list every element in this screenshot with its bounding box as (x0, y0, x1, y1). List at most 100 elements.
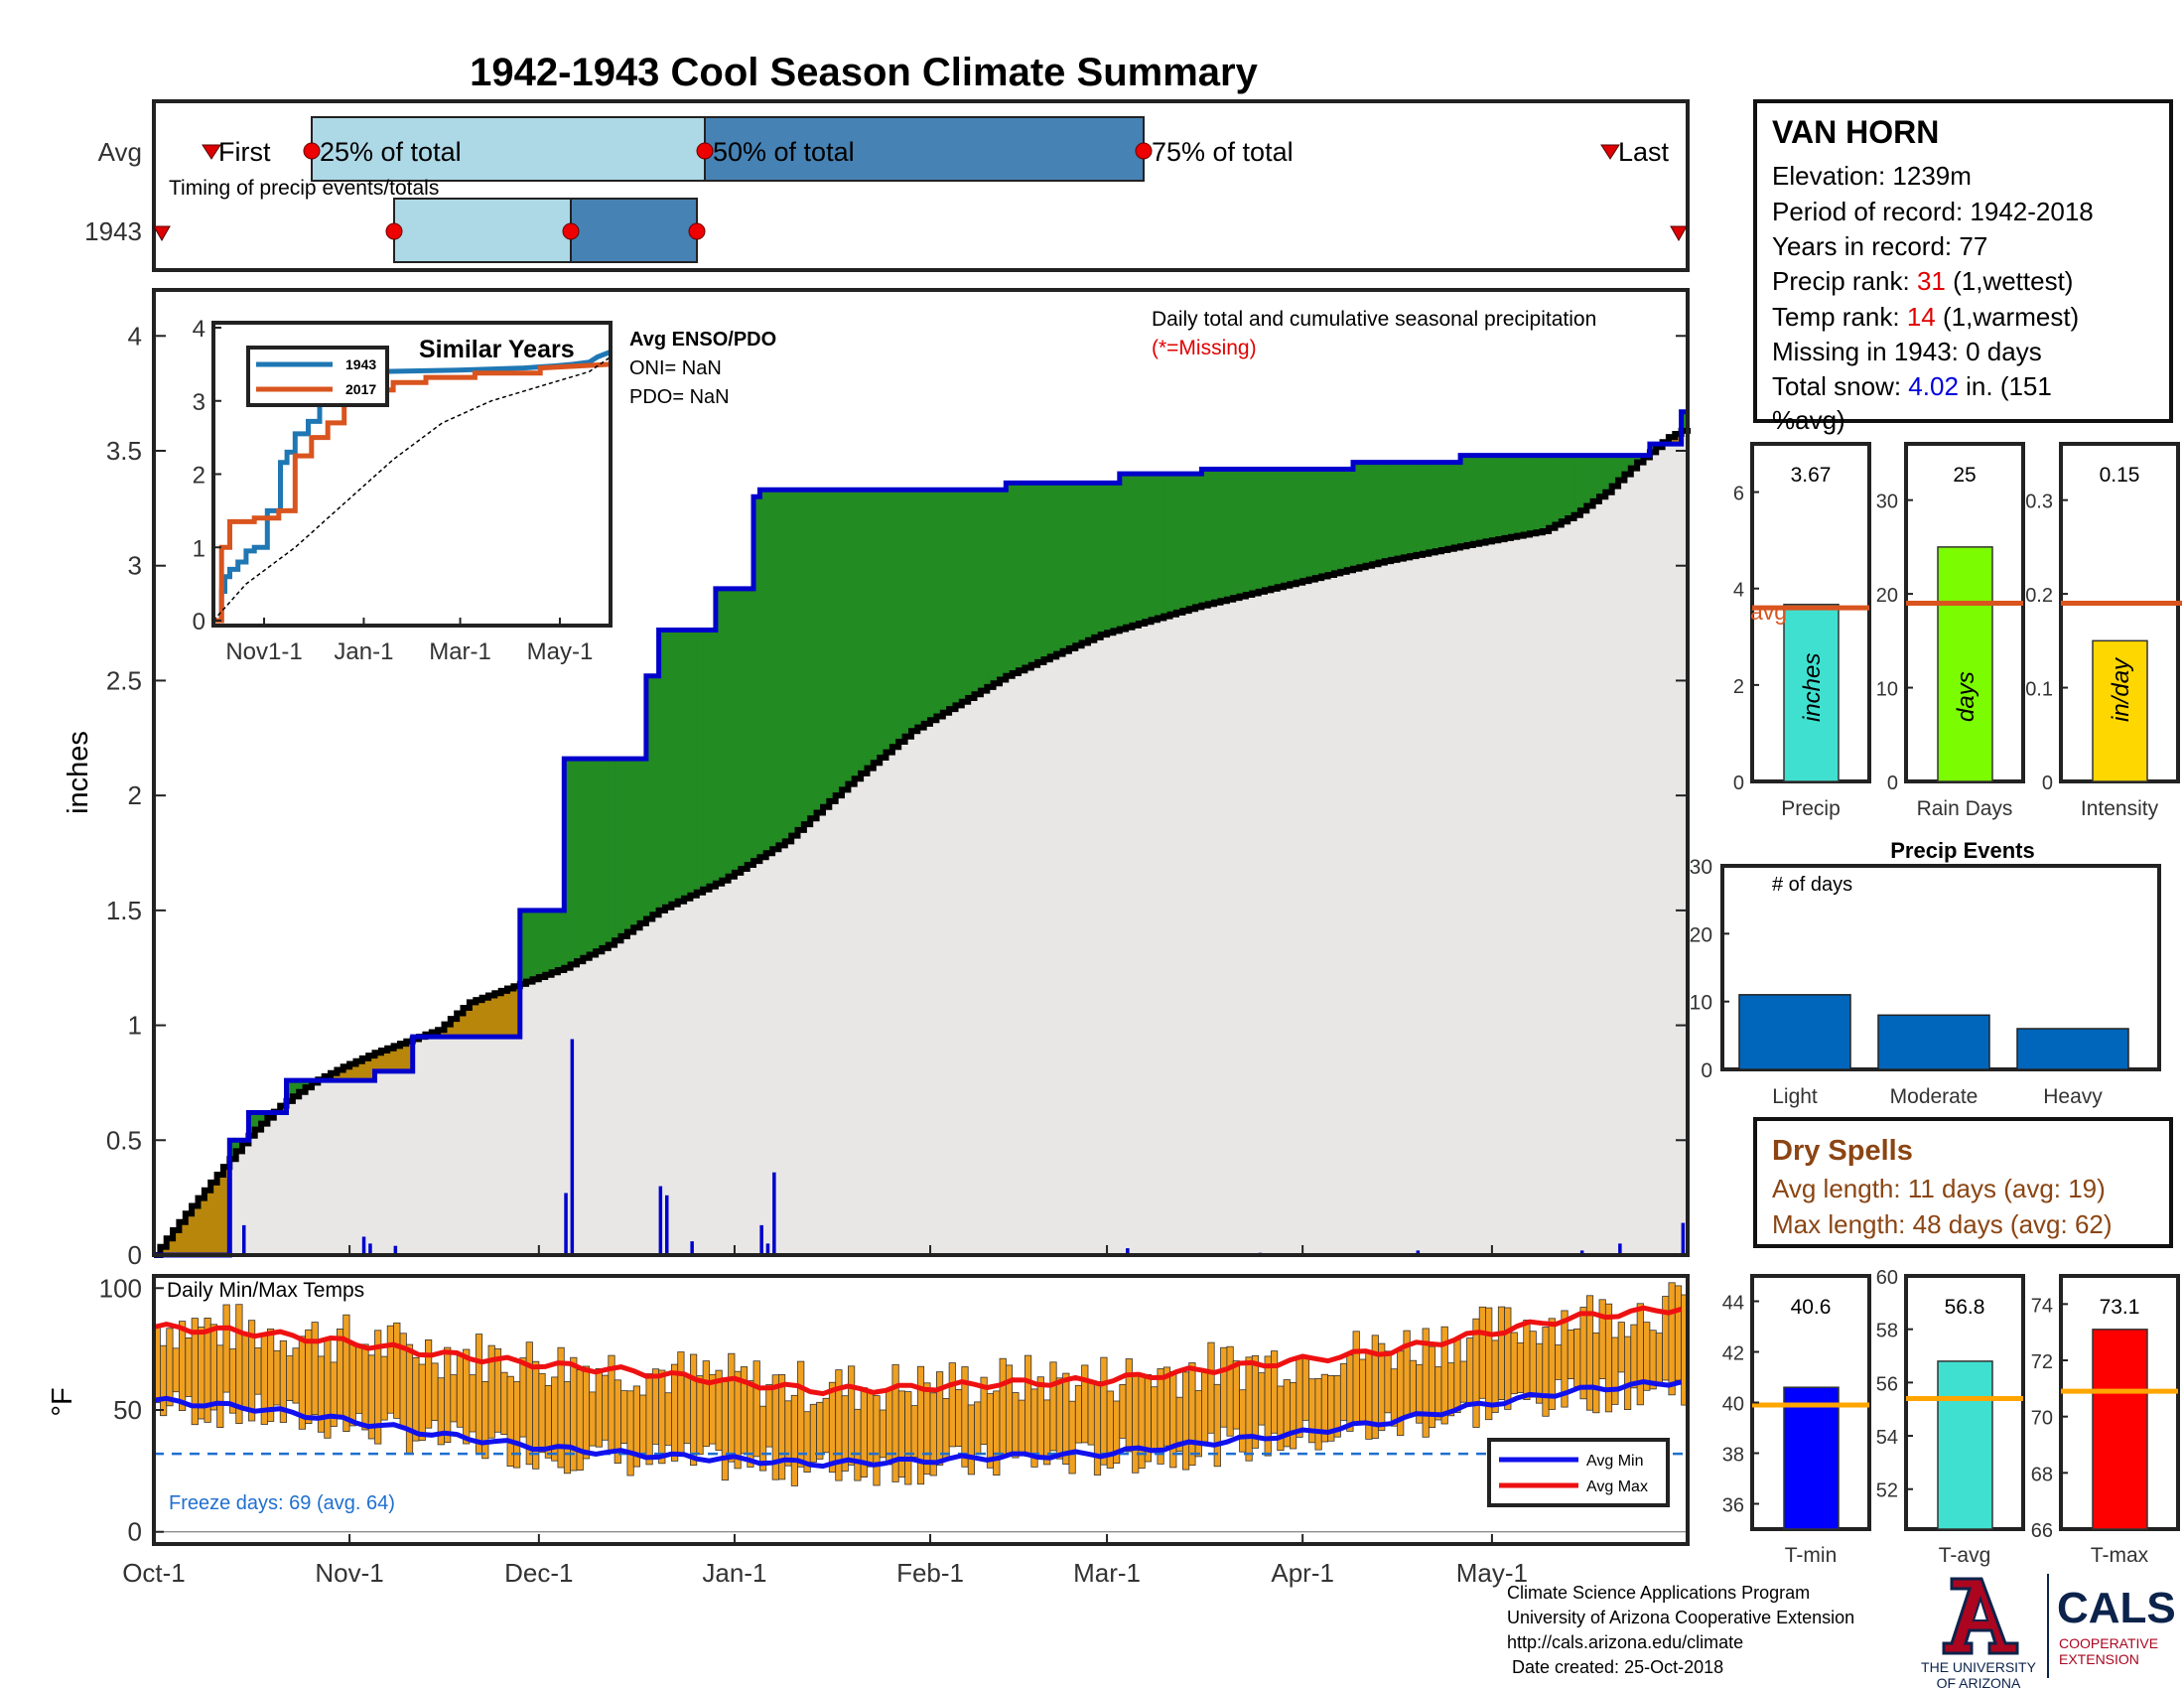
daily-temp-bar (828, 1381, 837, 1474)
legend-1943-label: 1943 (345, 356, 376, 372)
month-label: May-1 (1456, 1558, 1528, 1588)
daily-temp-bar (1093, 1381, 1102, 1476)
daily-temp-bar (1352, 1331, 1360, 1425)
similar-years-inset: 0 1 2 3 4 Nov1-1 Jan-1 Mar-1 May-1 Similar Years… (193, 316, 613, 665)
departure-segment (614, 759, 622, 941)
departure-segment (1334, 469, 1341, 574)
1943-last-marker-icon (1670, 225, 1688, 242)
daily-temp-bar (1573, 1328, 1581, 1387)
departure-segment (1157, 474, 1164, 619)
dry-spells-title: Dry Spells (1772, 1135, 1913, 1167)
departure-segment (1586, 455, 1594, 506)
1943-first-marker-icon (153, 225, 171, 242)
daily-precip-bar (1126, 1248, 1130, 1255)
daily-temp-bar (1459, 1360, 1467, 1403)
departure-segment (1113, 483, 1121, 632)
departure-segment (1308, 469, 1316, 580)
daily-precip-bar (564, 1193, 568, 1255)
departure-segment (1434, 462, 1442, 552)
events-caption: # of days (1772, 874, 1852, 896)
departure-segment (765, 490, 773, 854)
station-period: Period of record: 1942-2018 (1772, 197, 2094, 226)
departure-segment (1006, 483, 1014, 676)
total-snow-pct: %avg) (1772, 405, 1845, 435)
daily-temp-bar (1346, 1354, 1354, 1432)
departure-segment (810, 490, 818, 819)
summary-y-tick-label: 0 (1887, 773, 1898, 794)
departure-segment (457, 1013, 465, 1038)
daily-temp-bar (904, 1391, 912, 1485)
departure-segment (1568, 455, 1575, 518)
missing-note: (*=Missing) (1152, 337, 1257, 359)
daily-temp-bar (1617, 1322, 1625, 1373)
departure-segment (488, 995, 495, 1038)
daily-temp-bar (955, 1389, 963, 1447)
departure-segment (1314, 469, 1322, 578)
departure-segment (722, 588, 730, 881)
daily-temp-bar (1592, 1333, 1600, 1414)
daily-temp-bar (626, 1390, 634, 1477)
daily-temp-bar (273, 1349, 281, 1406)
dry-spells-box: Dry Spells Avg length: 11 days (avg: 19)… (1753, 1117, 2173, 1248)
departure-segment (1592, 455, 1600, 501)
daily-temp-bar (690, 1353, 698, 1467)
daily-temp-bar (1567, 1330, 1574, 1380)
daily-temp-bar (677, 1351, 685, 1456)
total-snow: Total snow: 4.02 in. (151 (1772, 371, 2052, 401)
departure-segment (393, 1046, 401, 1071)
departure-segment (1119, 474, 1127, 630)
daily-temp-bar (305, 1329, 313, 1425)
departure-segment (923, 490, 931, 724)
daily-temp-bar (342, 1314, 350, 1432)
daily-temp-bar (1012, 1392, 1020, 1459)
daily-temp-bar (1220, 1346, 1228, 1428)
daily-temp-bar (393, 1322, 401, 1419)
departure-segment (803, 490, 811, 824)
summary-bar-chart-0: 3.67 Precip inches avg 0 2 4 6 (1733, 442, 1871, 820)
departure-segment (1498, 455, 1506, 540)
departure-segment (1536, 455, 1544, 533)
departure-segment (1485, 455, 1493, 542)
departure-segment (1561, 455, 1569, 522)
daily-temp-bar (1074, 1384, 1083, 1444)
departure-segment (784, 490, 792, 842)
footer-line-4: Date created: 25-Oct-2018 (1507, 1657, 1723, 1677)
departure-segment (1410, 462, 1418, 557)
departure-segment (1384, 462, 1392, 562)
1943-25pct-marker (385, 222, 403, 240)
departure-segment (880, 490, 887, 758)
departure-segment (476, 1000, 483, 1038)
daily-temp-bar (456, 1355, 465, 1428)
departure-segment (342, 1066, 350, 1081)
daily-temp-bar (721, 1380, 730, 1481)
1943-75pct-marker (688, 222, 706, 240)
main-plot-frame (152, 288, 1690, 1257)
daily-temp-bar (1434, 1366, 1442, 1421)
summary-y-tick-label: 0 (2042, 773, 2053, 794)
daily-temp-bar (595, 1368, 603, 1448)
departure-segment (400, 1044, 407, 1071)
departure-segment (1618, 455, 1626, 481)
summary-y-tick-label: 30 (1876, 492, 1898, 513)
departure-segment (1353, 462, 1360, 569)
departure-segment (728, 588, 736, 877)
departure-segment (564, 759, 572, 968)
avg-25pct-marker (303, 142, 321, 160)
pct75-label: 75% of total (1152, 137, 1294, 167)
departure-segment (835, 490, 843, 796)
daily-precip-bar (759, 1224, 763, 1255)
departure-segment (1000, 490, 1007, 680)
event-bar (1877, 1014, 1990, 1070)
daily-temp-bar (431, 1362, 439, 1422)
departure-segment (222, 1167, 230, 1255)
daily-temp-bar (967, 1404, 976, 1476)
temp-legend (1487, 1438, 1670, 1507)
temp-y-tick-label: 0 (128, 1517, 142, 1547)
last-marker-icon (1600, 144, 1620, 160)
timing-row-avg-label: Avg (98, 137, 142, 167)
daily-precip-bar (1618, 1243, 1622, 1255)
figure-title: 1942-1943 Cool Season Climate Summary (470, 51, 1258, 94)
departure-segment (1327, 469, 1335, 575)
departure-segment (1068, 483, 1076, 648)
departure-segment (1523, 455, 1531, 535)
